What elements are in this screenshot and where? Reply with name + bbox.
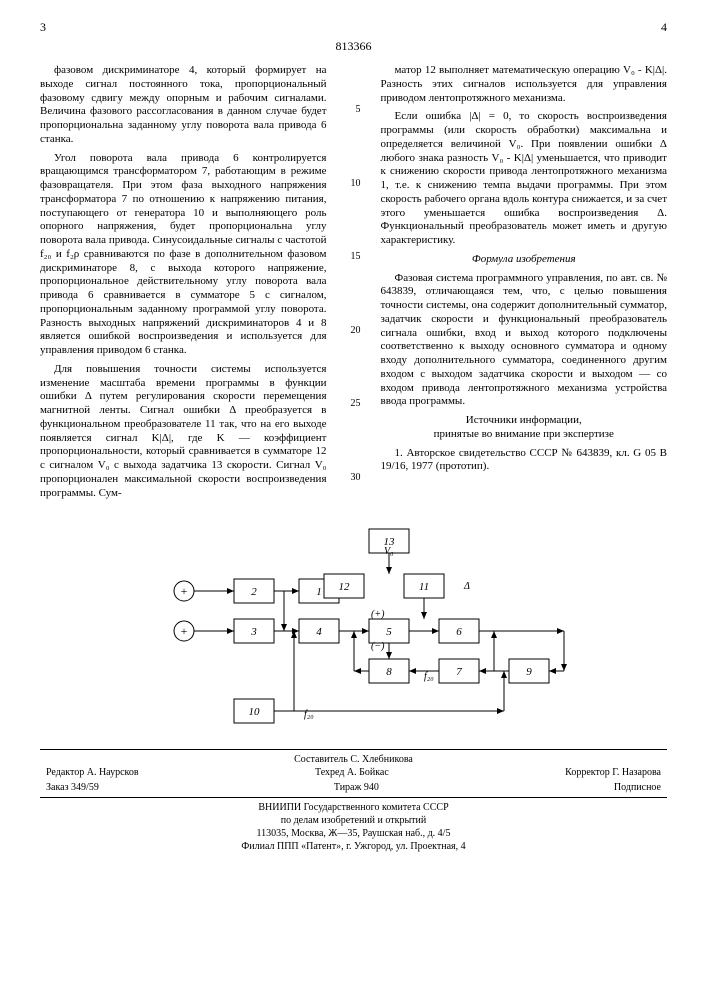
- c1-p2: Угол поворота вала привода 6 контролируе…: [40, 152, 327, 358]
- footer-editor: Редактор А. Наурсков: [46, 766, 139, 779]
- svg-text:+: +: [180, 584, 187, 598]
- column-left: фазовом дискриминаторе 4, который формир…: [40, 64, 327, 505]
- svg-text:12: 12: [338, 581, 350, 593]
- svg-text:(+): (+): [371, 609, 385, 620]
- block-diagram: 11323412115678910++V₀Δ(+)(−)f₂₀f₂₀: [124, 519, 584, 739]
- ln: 10: [347, 178, 361, 191]
- svg-text:11: 11: [418, 581, 428, 593]
- ln: 25: [347, 398, 361, 411]
- svg-text:2: 2: [251, 586, 257, 598]
- footer-compiler: Составитель С. Хлебникова: [40, 753, 667, 766]
- line-number-gutter: 5 10 15 20 25 30: [347, 64, 361, 484]
- footer-addr1: 113035, Москва, Ж—35, Раушская наб., д. …: [40, 827, 667, 840]
- svg-text:5: 5: [386, 626, 392, 638]
- svg-text:6: 6: [456, 626, 462, 638]
- column-right: матор 12 выполняет математическую операц…: [381, 64, 668, 505]
- document-number: 813366: [40, 39, 667, 54]
- svg-text:1: 1: [316, 586, 322, 598]
- footer-inst1: ВНИИПИ Государственного комитета СССР: [40, 801, 667, 814]
- svg-text:f₂₀: f₂₀: [304, 709, 314, 720]
- footer-order: Заказ 349/59: [46, 781, 99, 794]
- footer-inst2: по делам изобретений и открытий: [40, 814, 667, 827]
- footer: Составитель С. Хлебникова Редактор А. На…: [40, 749, 667, 853]
- ln: 30: [347, 472, 361, 485]
- sources-heading: Источники информации, принятые во вниман…: [381, 414, 668, 442]
- page-num-right: 4: [661, 20, 667, 35]
- c2-p1: матор 12 выполняет математическую операц…: [381, 64, 668, 105]
- text-columns: фазовом дискриминаторе 4, который формир…: [40, 64, 667, 505]
- source-1: 1. Авторское свидетельство СССР № 643839…: [381, 447, 668, 475]
- footer-corrector: Корректор Г. Назарова: [565, 766, 661, 779]
- svg-text:V₀: V₀: [384, 546, 394, 557]
- footer-tech: Техред А. Бойкас: [315, 766, 389, 779]
- footer-addr2: Филиал ППП «Патент», г. Ужгород, ул. Про…: [40, 840, 667, 853]
- page-numbers: 3 4: [40, 20, 667, 35]
- svg-text:7: 7: [456, 666, 462, 678]
- ln: 5: [347, 104, 361, 117]
- svg-text:8: 8: [386, 666, 392, 678]
- c2-p2: Если ошибка |Δ| = 0, то скорость воспрои…: [381, 110, 668, 248]
- svg-text:f₂₀: f₂₀: [424, 671, 434, 682]
- page-num-left: 3: [40, 20, 46, 35]
- svg-text:(−): (−): [371, 641, 385, 652]
- patent-page: 3 4 813366 фазовом дискриминаторе 4, кот…: [0, 0, 707, 1000]
- svg-text:9: 9: [526, 666, 532, 678]
- footer-sub: Подписное: [614, 781, 661, 794]
- ln: 15: [347, 251, 361, 264]
- svg-text:4: 4: [316, 626, 322, 638]
- formula-heading: Формула изобретения: [381, 253, 668, 267]
- svg-text:+: +: [180, 624, 187, 638]
- svg-text:3: 3: [250, 626, 257, 638]
- c1-p1: фазовом дискриминаторе 4, который формир…: [40, 64, 327, 147]
- c1-p3: Для повышения точности системы используе…: [40, 363, 327, 501]
- svg-text:10: 10: [248, 706, 260, 718]
- c2-p3: Фазовая система программного управления,…: [381, 272, 668, 410]
- footer-tirazh: Тираж 940: [334, 781, 379, 794]
- svg-text:Δ: Δ: [463, 581, 470, 592]
- ln: 20: [347, 325, 361, 338]
